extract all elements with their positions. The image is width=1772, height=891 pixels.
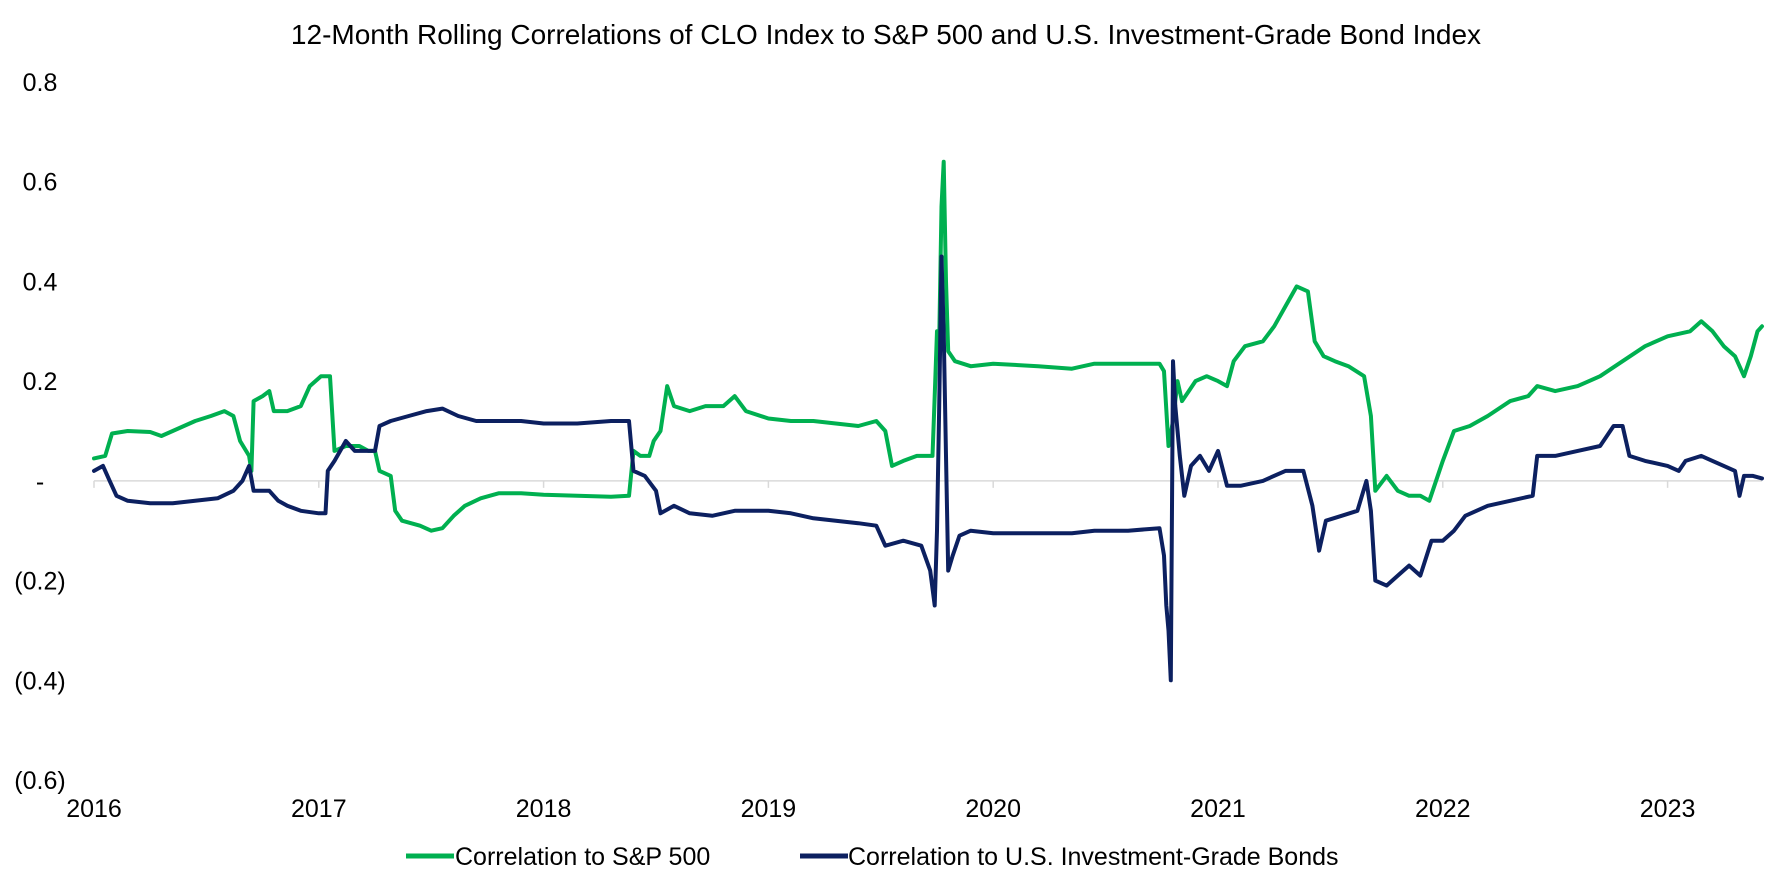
x-tick-label: 2020 [965,795,1021,823]
x-tick-label: 2016 [66,795,122,823]
y-tick-label: - [36,468,44,496]
y-tick-label: 0.4 [23,268,58,296]
x-tick-label: 2021 [1190,795,1246,823]
x-tick-label: 2019 [741,795,797,823]
y-tick-label: 0.2 [23,368,58,396]
series-line-ig-bonds [92,254,1764,683]
legend-label: Correlation to S&P 500 [455,843,710,871]
legend-label: Correlation to U.S. Investment-Grade Bon… [848,843,1339,871]
y-tick-label: (0.2) [14,568,65,596]
x-tick-label: 2017 [291,795,347,823]
y-tick-label: (0.6) [14,767,65,795]
x-tick-label: 2018 [516,795,572,823]
y-tick-label: 0.6 [23,169,58,197]
x-axis: 2016 2017 2018 2019 2020 2021 2022 2023 [66,480,1696,823]
y-axis: 0.8 0.6 0.4 0.2 - (0.2) (0.4) (0.6) [14,69,65,795]
legend: Correlation to S&P 500 Correlation to U.S… [406,843,1339,871]
chart-title: 12-Month Rolling Correlations of CLO Ind… [291,19,1481,50]
x-tick-label: 2022 [1415,795,1471,823]
y-tick-label: 0.8 [23,69,58,97]
x-tick-label: 2023 [1640,795,1696,823]
y-tick-label: (0.4) [14,667,65,695]
series-layer [92,159,1764,683]
series-line-sp500 [92,159,1764,533]
